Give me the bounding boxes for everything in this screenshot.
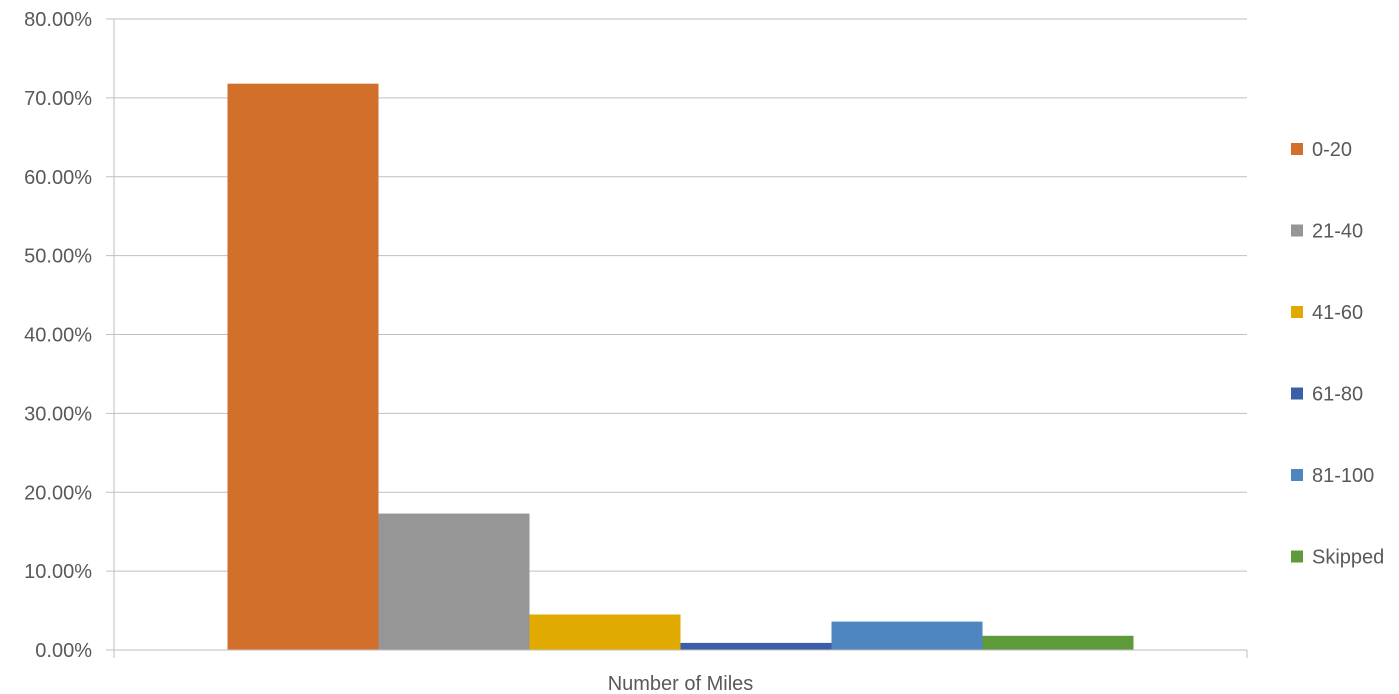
legend-label: 21-40 xyxy=(1312,221,1363,243)
y-axis-ticks: 0.00% 10.00% 20.00% 30.00% 40.00% 50.00% 60.00… xyxy=(24,9,114,662)
x-axis-labels: Number of Miles xyxy=(608,673,754,694)
bar-41-60 xyxy=(529,614,681,650)
legend-swatch xyxy=(1291,550,1303,563)
legend-swatch xyxy=(1291,224,1303,237)
x-category-label: Number of Miles xyxy=(608,673,754,694)
legend-swatch xyxy=(1291,143,1303,155)
bar-0-20 xyxy=(227,83,379,651)
legend-label: 41-60 xyxy=(1312,302,1363,324)
y-tick-label: 60.00% xyxy=(24,167,92,189)
bars xyxy=(227,83,1134,651)
bar-81-100 xyxy=(831,621,983,650)
bar-skipped xyxy=(982,635,1134,650)
bar-21-40 xyxy=(378,513,530,650)
axes xyxy=(113,19,1248,658)
y-tick-label: 0.00% xyxy=(35,640,92,662)
y-tick-label: 10.00% xyxy=(24,561,92,583)
y-tick-label: 20.00% xyxy=(24,482,92,504)
legend-label: Skipped xyxy=(1312,547,1384,569)
y-tick-label: 40.00% xyxy=(24,325,92,347)
y-tick-label: 80.00% xyxy=(24,9,92,31)
legend-swatch xyxy=(1291,387,1303,400)
legend-swatch xyxy=(1291,469,1303,481)
legend-label: 61-80 xyxy=(1312,384,1363,406)
legend: 0-20 21-40 41-60 61-80 81-100 Skipped xyxy=(1291,139,1384,569)
legend-label: 81-100 xyxy=(1312,465,1374,487)
legend-label: 0-20 xyxy=(1312,139,1352,161)
y-tick-label: 30.00% xyxy=(24,403,92,425)
y-tick-label: 70.00% xyxy=(24,88,92,110)
y-tick-label: 50.00% xyxy=(24,246,92,268)
bar-61-80 xyxy=(680,642,832,650)
legend-swatch xyxy=(1291,306,1303,318)
